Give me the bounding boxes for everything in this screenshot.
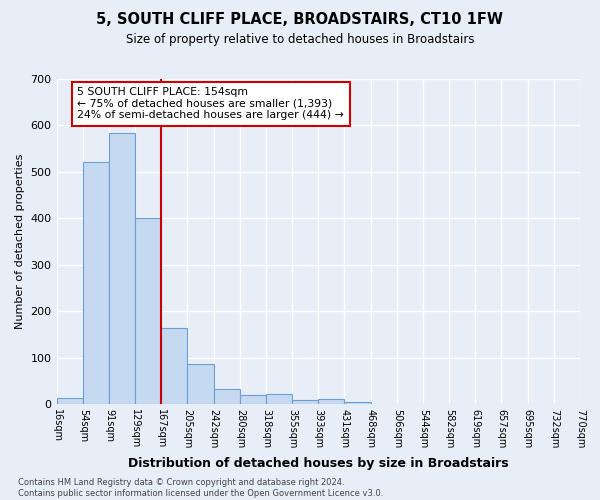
Bar [240,395,266,404]
Y-axis label: Number of detached properties: Number of detached properties [15,154,25,330]
Bar [214,389,240,404]
Bar [292,400,318,404]
Bar [318,399,344,404]
Text: Contains HM Land Registry data © Crown copyright and database right 2024.
Contai: Contains HM Land Registry data © Crown c… [18,478,383,498]
Bar [83,162,109,404]
Bar [187,364,214,405]
Bar [56,398,83,404]
Text: 5, SOUTH CLIFF PLACE, BROADSTAIRS, CT10 1FW: 5, SOUTH CLIFF PLACE, BROADSTAIRS, CT10 … [97,12,503,28]
Bar [266,394,292,404]
Text: Size of property relative to detached houses in Broadstairs: Size of property relative to detached ho… [126,32,474,46]
Bar [161,328,187,404]
Text: 5 SOUTH CLIFF PLACE: 154sqm
← 75% of detached houses are smaller (1,393)
24% of : 5 SOUTH CLIFF PLACE: 154sqm ← 75% of det… [77,87,344,120]
X-axis label: Distribution of detached houses by size in Broadstairs: Distribution of detached houses by size … [128,457,509,470]
Bar [344,402,371,404]
Bar [135,218,161,404]
Bar [109,134,135,404]
